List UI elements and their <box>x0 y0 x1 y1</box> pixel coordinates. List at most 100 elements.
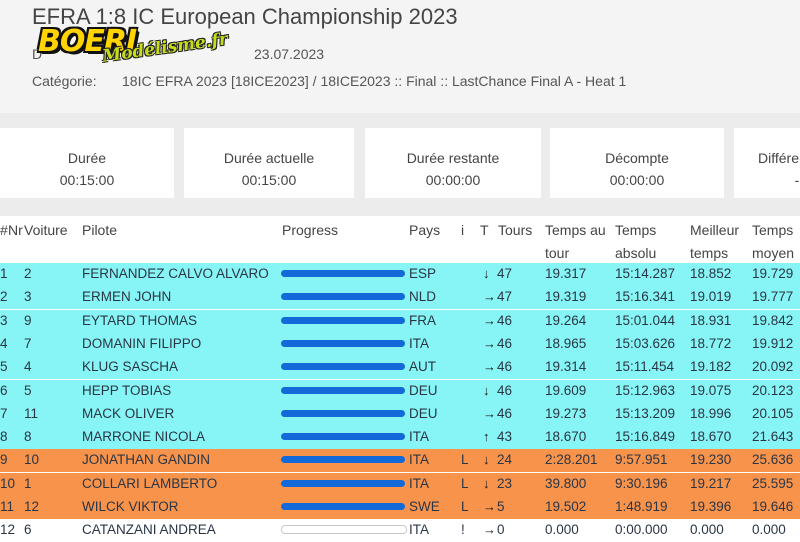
table-row[interactable]: 8 8 MARRONE NICOLA ITA 43 18.670 15:16.849 18.6… <box>0 426 800 450</box>
col-progress[interactable]: Progress <box>282 222 339 238</box>
category-row: Catégorie: 18IC EFRA 2023 [18ICE2023] / … <box>32 73 626 89</box>
cell-meilleur: 18.931 <box>690 312 732 328</box>
col-moyen[interactable]: Temps <box>752 222 794 238</box>
cell-pays: AUT <box>409 359 436 375</box>
progress-bar <box>281 525 407 535</box>
card-value: 00:15:00 <box>241 172 297 188</box>
cell-pays: ITA <box>409 335 429 351</box>
cell-pilote: CATANZANI ANDREA <box>82 522 216 538</box>
cell-temps-tour: 19.319 <box>545 289 587 305</box>
cell-pilote: WILCK VIKTOR <box>82 499 179 514</box>
card-duration: Durée 00:15:00 <box>0 128 174 198</box>
trend-right-arrow-icon: → <box>483 359 496 375</box>
cell-temps-tour: 18.670 <box>545 429 587 445</box>
trend-right-arrow-icon: → <box>483 405 496 421</box>
cell-moyen: 19.777 <box>752 289 794 305</box>
date-label: D <box>32 46 43 62</box>
date-row: D 23.07.2023 <box>32 46 324 62</box>
cell-voiture: 10 <box>24 452 40 468</box>
card-value: 00:00:00 <box>609 172 665 188</box>
progress-bar <box>281 433 405 441</box>
progress-bar <box>281 503 405 510</box>
trend-right-arrow-icon: → <box>483 335 496 351</box>
cell-moyen: 25.636 <box>752 452 794 468</box>
trend-up-arrow-icon: ↑ <box>483 429 490 445</box>
cell-pilote: FERNANDEZ CALVO ALVARO <box>82 266 269 281</box>
table-row[interactable]: 4 7 DOMANIN FILIPPO ITA 46 18.965 15:03.626 18.… <box>0 332 800 356</box>
cell-temps-absolu: 9:30.196 <box>615 475 668 491</box>
cell-pays: DEU <box>409 382 438 398</box>
cell-pos: 3 <box>0 312 8 328</box>
cell-pilote: JONATHAN GANDIN <box>82 452 211 468</box>
cell-meilleur: 19.217 <box>690 475 732 491</box>
cell-pos: 10 <box>0 475 16 491</box>
col-pilote[interactable]: Pilote <box>82 222 118 238</box>
progress-bar <box>281 456 405 464</box>
cell-voiture: 1 <box>24 475 32 491</box>
table-row[interactable]: 3 9 EYTARD THOMAS FRA 46 19.264 15:01.044 18.93… <box>0 309 800 333</box>
trend-right-arrow-icon: → <box>483 499 496 514</box>
cell-temps-absolu: 15:11.454 <box>615 359 675 375</box>
cell-temps-tour: 19.273 <box>545 405 587 421</box>
progress-bar <box>281 270 405 277</box>
category-value: 18IC EFRA 2023 [18ICE2023] / 18ICE2023 :… <box>122 73 627 89</box>
cell-moyen: 19.729 <box>752 266 794 281</box>
col-t[interactable]: T <box>480 222 489 238</box>
table-row[interactable]: 9 10 JONATHAN GANDIN ITA L 24 2:28.201 9:57.951… <box>0 449 800 473</box>
cell-tours: 46 <box>497 359 513 375</box>
col-temps-tour-2: tour <box>545 245 570 261</box>
col-temps-absolu[interactable]: Temps <box>615 222 657 238</box>
cell-pays: ITA <box>409 429 429 445</box>
cell-temps-absolu: 15:13.209 <box>615 405 676 421</box>
table-row[interactable]: 6 5 HEPP TOBIAS DEU 46 19.609 15:12.963 19.075 2… <box>0 379 800 403</box>
table-row[interactable]: 1 2 FERNANDEZ CALVO ALVARO ESP 47 19.317 15:14… <box>0 263 800 286</box>
col-tours[interactable]: Tours <box>498 222 533 238</box>
cell-voiture: 2 <box>24 266 32 281</box>
col-pos[interactable]: # <box>0 222 8 238</box>
table-row[interactable]: 7 11 MACK OLIVER DEU 46 19.273 15:13.209 18.996… <box>0 402 800 426</box>
cell-pos: 9 <box>0 452 8 468</box>
cell-pilote: EYTARD THOMAS <box>82 312 198 328</box>
cell-temps-tour: 19.609 <box>545 382 587 398</box>
table-row[interactable]: 11 12 WILCK VIKTOR SWE L 5 19.502 1:48.919 19.39… <box>0 496 800 519</box>
cell-tours: 24 <box>497 452 513 468</box>
col-temps-absolu-2: absolu <box>615 245 657 261</box>
cell-i: L <box>461 452 469 468</box>
table-row[interactable]: 5 4 KLUG SASCHA AUT 46 19.314 15:11.454 19.182 2… <box>0 356 800 380</box>
col-i[interactable]: i <box>461 222 465 238</box>
col-temps-tour[interactable]: Temps au <box>545 222 606 238</box>
cell-meilleur: 19.075 <box>690 382 732 398</box>
cell-pilote: DOMANIN FILIPPO <box>82 335 202 351</box>
cell-voiture: 6 <box>24 522 32 538</box>
cell-temps-tour: 19.264 <box>545 312 587 328</box>
card-current-duration: Durée actuelle 00:15:00 <box>184 128 354 198</box>
cell-voiture: 9 <box>24 312 32 328</box>
card-label: Durée <box>67 150 107 166</box>
cell-pays: DEU <box>409 405 438 421</box>
col-moyen-2: moyen <box>752 245 795 261</box>
table-row[interactable]: 10 1 COLLARI LAMBERTO ITA L 23 39.800 9:30.196 1… <box>0 472 800 496</box>
trend-down-arrow-icon: ↓ <box>483 475 490 491</box>
card-label: Durée actuelle <box>223 150 315 166</box>
col-pays[interactable]: Pays <box>409 222 441 238</box>
table-row[interactable]: 12 6 CATANZANI ANDREA ITA! 0 0.000 0:00.000 0.0… <box>0 519 800 542</box>
cell-i: L <box>461 499 469 514</box>
col-voiture[interactable]: Voiture <box>24 222 68 238</box>
cell-pos: 7 <box>0 405 8 421</box>
cell-moyen: 19.842 <box>752 312 794 328</box>
table-row[interactable]: 2 3 ERMEN JOHN NLD 47 19.319 15:16.341 19.019 19… <box>0 286 800 310</box>
cell-meilleur: 19.019 <box>690 289 732 305</box>
cell-meilleur: 19.230 <box>690 452 732 468</box>
cell-tours: 5 <box>497 499 505 514</box>
trend-down-arrow-icon: ↓ <box>483 266 490 281</box>
cell-temps-absolu: 15:03.626 <box>615 335 676 351</box>
cell-pos: 2 <box>0 289 8 305</box>
col-meilleur[interactable]: Meilleur <box>690 222 740 238</box>
col-nr[interactable]: Nr <box>8 222 23 238</box>
cell-i: ! <box>461 522 465 538</box>
cell-pos: 4 <box>0 335 8 351</box>
cell-temps-tour: 19.502 <box>545 499 587 514</box>
cell-temps-absolu: 0:00.000 <box>615 522 668 538</box>
cell-i: L <box>461 475 469 491</box>
cell-meilleur: 19.396 <box>690 499 732 514</box>
